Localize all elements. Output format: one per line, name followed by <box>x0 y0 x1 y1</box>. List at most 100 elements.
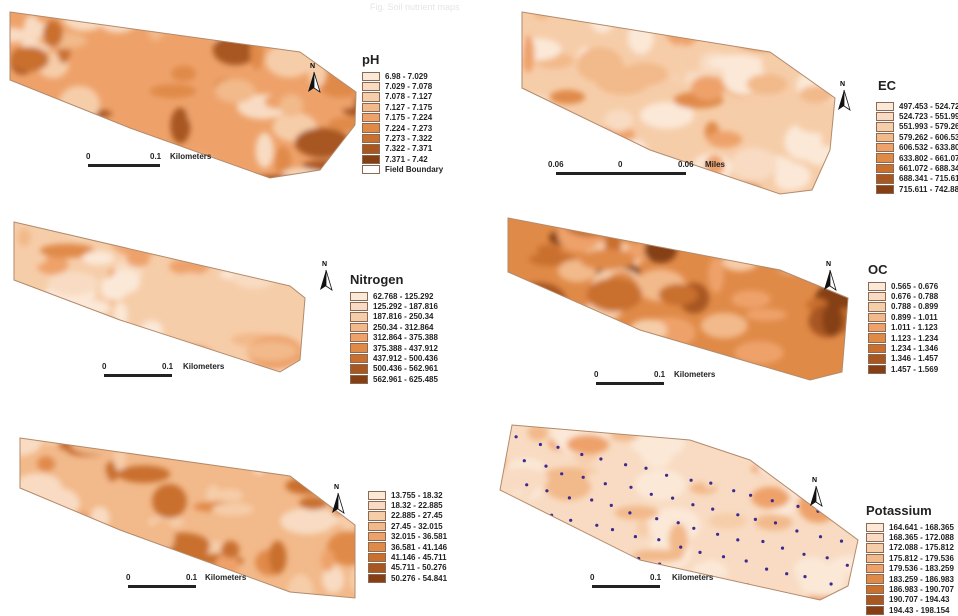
legend-label: 194.43 - 198.154 <box>889 605 950 615</box>
sample-point <box>789 594 793 598</box>
potassium-zone <box>708 513 747 529</box>
phosphorus-zone <box>221 540 240 559</box>
legend-swatch <box>362 113 380 123</box>
sample-point <box>603 482 607 486</box>
sample-point <box>595 523 599 527</box>
legend-item: 437.912 - 500.436 <box>350 353 438 364</box>
ec-field-boundary <box>521 11 836 195</box>
sample-point <box>578 544 582 548</box>
potassium-zone <box>545 473 591 501</box>
ph-field-boundary <box>9 11 357 179</box>
potassium-zone <box>636 519 650 538</box>
nitrogen-zone <box>126 250 150 267</box>
ec-legend: EC 497.453 - 524.72 524.723 - 551.99 551.99… <box>876 78 958 195</box>
legend-item: 524.723 - 551.99 <box>876 111 958 122</box>
legend-item: 551.993 - 579.26 <box>876 122 958 132</box>
potassium-zone <box>500 583 526 600</box>
legend-swatch <box>866 584 884 595</box>
legend-label: 250.34 - 312.864 <box>373 322 434 332</box>
legend-item: 0.565 - 0.676 <box>868 281 938 291</box>
sample-point <box>773 521 778 525</box>
legend-item: 0.676 - 0.788 <box>868 291 938 302</box>
nitrogen-zone <box>39 243 95 258</box>
ec-zone <box>707 131 743 148</box>
legend-item: 500.436 - 562.961 <box>350 364 438 374</box>
legend-item: 7.029 - 7.078 <box>362 81 443 92</box>
legend-label: 312.864 - 375.388 <box>373 333 438 343</box>
legend-item: 6.98 - 7.029 <box>362 71 443 81</box>
legend-swatch <box>866 553 884 564</box>
ph-zone <box>214 78 256 103</box>
sample-point <box>691 503 695 507</box>
legend-item: 1.234 - 1.346 <box>868 343 938 354</box>
legend-title: OC <box>868 262 888 277</box>
oc-zone <box>822 303 842 337</box>
sample-point <box>532 530 536 534</box>
sample-point <box>753 517 758 522</box>
north-arrow-icon: N <box>318 261 334 292</box>
legend-label: 41.146 - 45.711 <box>391 553 447 563</box>
legend-label: 661.072 - 688.34 <box>899 164 958 174</box>
sample-point <box>829 582 833 586</box>
legend-label: 7.322 - 7.371 <box>385 144 433 154</box>
potassium-zone <box>752 578 802 591</box>
sample-point <box>803 575 807 579</box>
potassium-zone <box>793 556 830 582</box>
legend-label: 6.98 - 7.029 <box>385 71 428 81</box>
sample-point <box>633 535 638 539</box>
oc-zone <box>745 308 787 321</box>
nitrogen-zone <box>17 228 32 247</box>
legend-label: 0.788 - 0.899 <box>891 302 939 312</box>
sample-point <box>538 442 543 447</box>
potassium-field-boundary <box>499 424 859 601</box>
potassium-zone <box>543 533 586 557</box>
sample-point <box>556 445 560 449</box>
phosphorus-zone <box>268 540 287 575</box>
legend-item: 1.346 - 1.457 <box>868 354 938 364</box>
scale-label-mid: 0.1 <box>162 362 174 371</box>
legend-swatch <box>876 122 894 132</box>
sample-point <box>839 539 844 543</box>
phosphorus-legend: 13.755 - 18.32 18.32 - 22.885 22.885 - 27.… <box>368 490 447 584</box>
sample-point <box>671 496 675 500</box>
legend-item: 661.072 - 688.34 <box>876 163 958 174</box>
potassium-zone <box>668 523 688 556</box>
legend-swatch <box>868 281 886 291</box>
sample-point <box>599 457 603 461</box>
scale-label-zero: 0 <box>86 152 91 161</box>
ph-zone <box>186 97 200 124</box>
legend-swatch <box>368 500 386 511</box>
sample-point <box>567 496 572 500</box>
scale-unit: Kilometers <box>205 573 247 582</box>
scale-label-zero: 0 <box>594 370 599 379</box>
potassium-zone <box>582 557 607 570</box>
potassium-zone <box>802 426 828 461</box>
potassium-zone <box>727 425 750 450</box>
oc-zone <box>700 312 748 339</box>
legend-label: 7.224 - 7.273 <box>385 123 433 133</box>
sample-point <box>749 493 753 497</box>
sample-point <box>644 466 648 470</box>
ec-zone <box>604 109 633 132</box>
legend-item: 0.788 - 0.899 <box>868 302 938 312</box>
sample-point <box>721 555 726 559</box>
sample-point <box>796 504 800 508</box>
oc-zone <box>536 244 562 256</box>
potassium-zone <box>500 493 512 519</box>
ph-zone <box>274 146 292 178</box>
sample-point <box>581 475 585 479</box>
legend-item: 27.45 - 32.015 <box>368 521 447 532</box>
sample-point <box>836 512 841 516</box>
legend-swatch <box>866 595 884 605</box>
phosphorus-zone <box>322 565 345 594</box>
scale-label-zero: 0 <box>126 573 131 582</box>
ec-zone <box>595 66 651 95</box>
legend-swatch <box>876 111 894 122</box>
legend-swatch <box>868 333 886 343</box>
legend-label: 36.581 - 41.146 <box>391 542 448 552</box>
legend-item: 179.536 - 183.259 <box>866 564 954 574</box>
legend-label: 500.436 - 562.961 <box>373 364 438 374</box>
legend-item: 1.457 - 1.569 <box>868 364 938 375</box>
phosphorus-zone <box>287 574 314 598</box>
